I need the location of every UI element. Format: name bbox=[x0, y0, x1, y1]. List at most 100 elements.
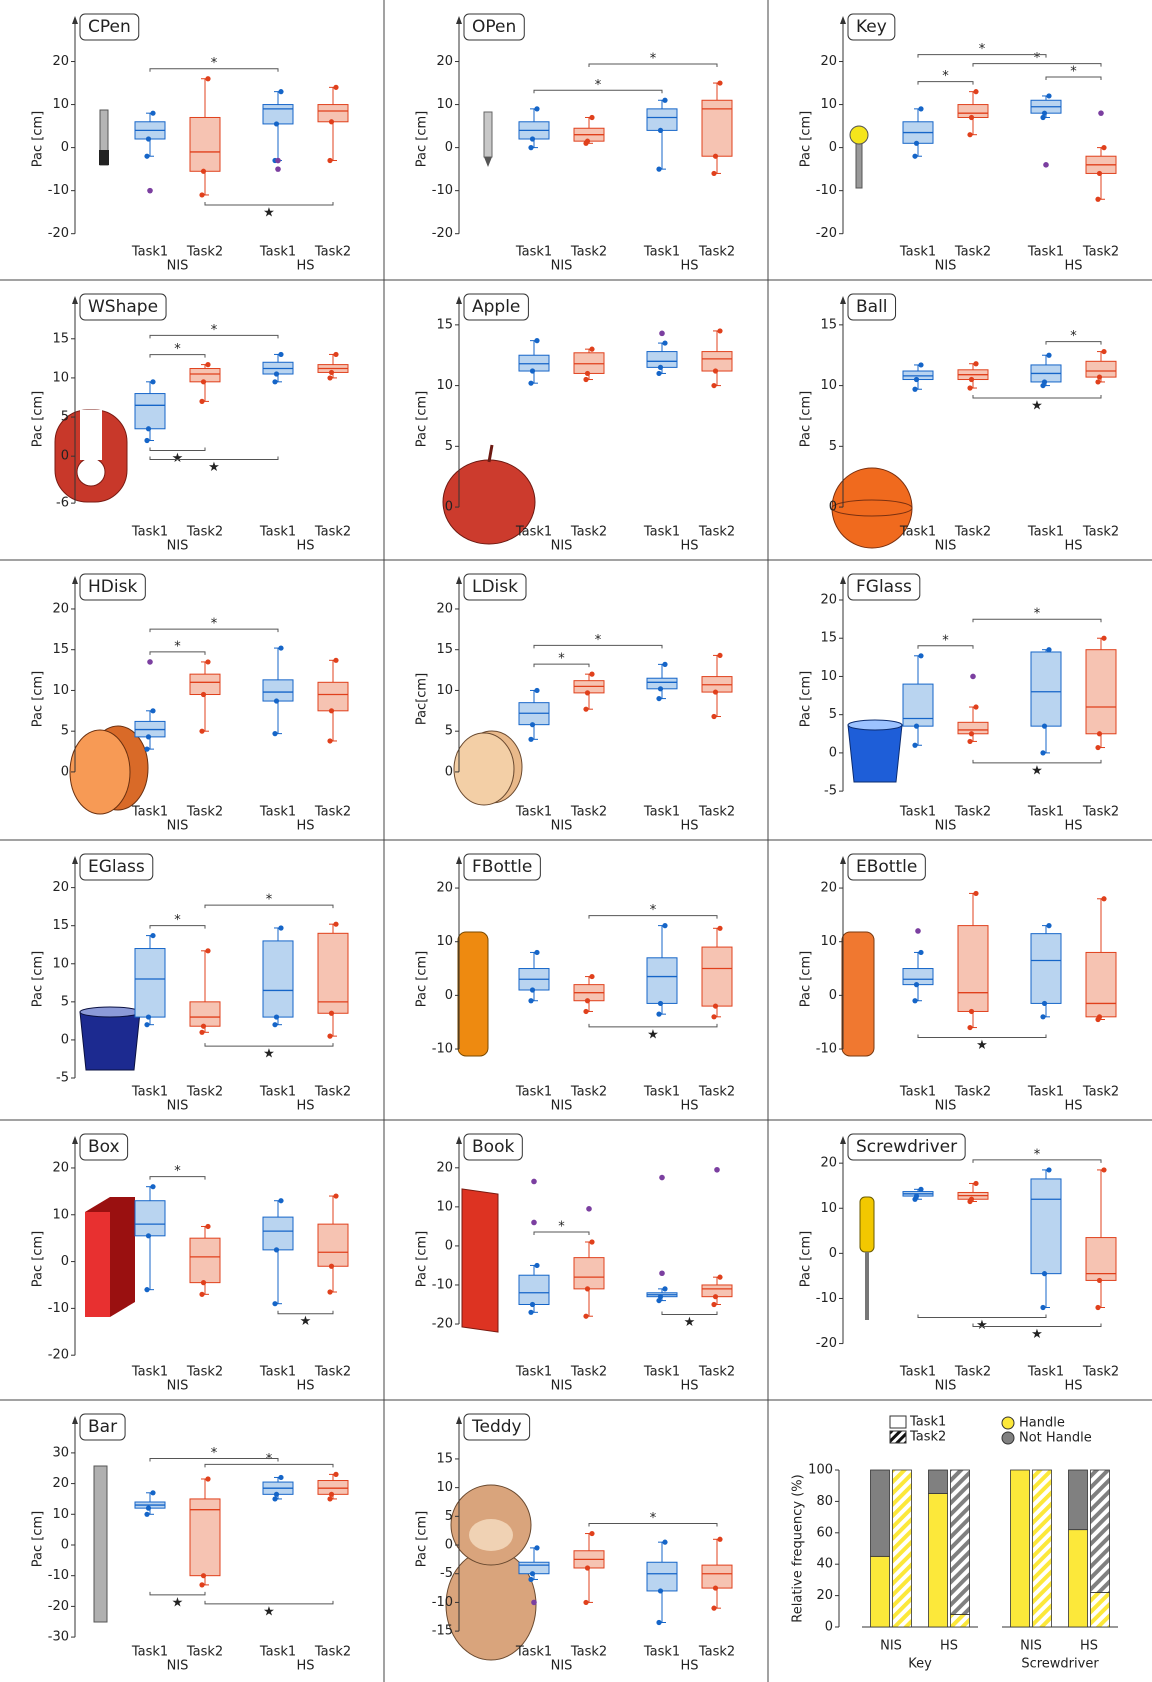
bar-segment bbox=[1091, 1592, 1110, 1627]
axis-arrow bbox=[456, 16, 462, 24]
axis-arrow bbox=[840, 576, 846, 584]
data-point bbox=[969, 115, 974, 120]
data-point bbox=[1101, 349, 1106, 354]
data-point bbox=[967, 739, 972, 744]
icon bbox=[458, 932, 488, 1056]
x-tick-label: Task2 bbox=[954, 525, 991, 540]
y-tick-label: 5 bbox=[445, 724, 453, 739]
group-label: HS bbox=[680, 1099, 698, 1114]
outlier bbox=[1043, 162, 1049, 168]
bar-segment bbox=[871, 1556, 890, 1627]
box bbox=[647, 1562, 677, 1591]
bar-segment bbox=[929, 1494, 948, 1627]
significance: ★ bbox=[1031, 1327, 1043, 1342]
significance: ★ bbox=[300, 1314, 312, 1329]
icon bbox=[454, 733, 514, 805]
data-point bbox=[199, 399, 204, 404]
y-tick-label: 15 bbox=[436, 317, 453, 332]
data-point bbox=[969, 1009, 974, 1014]
box bbox=[519, 1275, 549, 1304]
data-point bbox=[272, 379, 277, 384]
data-point bbox=[717, 328, 722, 333]
x-tick-label: Task2 bbox=[570, 805, 607, 820]
x-tick-label: Task1 bbox=[259, 1645, 296, 1660]
data-point bbox=[534, 950, 539, 955]
axis-arrow bbox=[72, 296, 78, 304]
y-axis-label: Pac [cm] bbox=[415, 951, 430, 1007]
y-tick-label: 10 bbox=[52, 97, 69, 112]
box bbox=[263, 941, 293, 1017]
data-point bbox=[528, 381, 533, 386]
data-point bbox=[278, 645, 283, 650]
panel-title: EBottle bbox=[856, 857, 917, 877]
data-point bbox=[711, 1302, 716, 1307]
y-axis-label: Relative frequency (%) bbox=[791, 1474, 806, 1622]
data-point bbox=[713, 1003, 718, 1008]
y-tick-label: 10 bbox=[52, 1207, 69, 1222]
y-tick-label: 10 bbox=[52, 1507, 69, 1522]
x-tick-label: Task2 bbox=[1082, 805, 1119, 820]
y-tick-label: 0 bbox=[825, 1620, 833, 1635]
panel: Screwdriver-20-1001020Pac [cm]Task1Task2… bbox=[799, 1134, 1120, 1394]
data-point bbox=[585, 1286, 590, 1291]
box bbox=[702, 1565, 732, 1588]
outlier bbox=[147, 659, 153, 665]
data-point bbox=[589, 347, 594, 352]
data-point bbox=[1042, 111, 1047, 116]
data-point bbox=[329, 1264, 334, 1269]
significance: * bbox=[650, 1511, 657, 1526]
data-point bbox=[530, 1302, 535, 1307]
panel-title: Bar bbox=[88, 1417, 117, 1437]
x-tick-label: Task2 bbox=[698, 805, 735, 820]
y-tick-label: 10 bbox=[820, 97, 837, 112]
data-point bbox=[656, 167, 661, 172]
y-tick-label: 15 bbox=[820, 317, 837, 332]
y-tick-label: 10 bbox=[436, 934, 453, 949]
data-point bbox=[1040, 1014, 1045, 1019]
icon bbox=[489, 445, 492, 462]
x-tick-label: Task2 bbox=[186, 805, 223, 820]
significance: * bbox=[942, 69, 949, 84]
y-tick-label: 15 bbox=[436, 642, 453, 657]
significance: * bbox=[650, 52, 657, 67]
icon bbox=[856, 140, 862, 188]
significance: * bbox=[979, 42, 986, 57]
panel: WShape-6051015Pac [cm]Task1Task2Task1Tas… bbox=[31, 294, 352, 554]
panel-title: Book bbox=[472, 1137, 514, 1157]
y-tick-label: -20 bbox=[816, 226, 837, 241]
x-tick-label: Task2 bbox=[698, 1085, 735, 1100]
panel: LDisk05101520Pac[cm]Task1Task2Task1Task2… bbox=[415, 574, 736, 834]
x-tick-label: Task2 bbox=[570, 1085, 607, 1100]
data-point bbox=[201, 1280, 206, 1285]
y-tick-label: -10 bbox=[816, 1042, 837, 1057]
x-tick-label: Task1 bbox=[899, 525, 936, 540]
y-tick-label: 10 bbox=[436, 1199, 453, 1214]
figure: CPen-20-1001020Pac [cm]Task1Task2Task1Ta… bbox=[0, 0, 1152, 1682]
data-point bbox=[329, 1492, 334, 1497]
y-tick-label: -10 bbox=[816, 183, 837, 198]
y-tick-label: 0 bbox=[829, 1246, 837, 1261]
box bbox=[318, 105, 348, 122]
data-point bbox=[528, 737, 533, 742]
data-point bbox=[150, 1184, 155, 1189]
data-point bbox=[1042, 379, 1047, 384]
data-point bbox=[205, 362, 210, 367]
bar-segment bbox=[1069, 1470, 1088, 1530]
data-point bbox=[327, 1289, 332, 1294]
data-point bbox=[713, 1585, 718, 1590]
data-point bbox=[144, 1512, 149, 1517]
significance: * bbox=[174, 342, 181, 357]
x-tick-label: Task2 bbox=[186, 1085, 223, 1100]
outlier bbox=[659, 1175, 665, 1181]
box bbox=[190, 674, 220, 694]
box bbox=[574, 1258, 604, 1289]
axis-arrow bbox=[840, 16, 846, 24]
legend-label: Handle bbox=[1019, 1416, 1065, 1431]
y-tick-label: 0 bbox=[61, 1254, 69, 1269]
panel: Teddy-15-10-5051015Pac [cm]Task1Task2Tas… bbox=[415, 1414, 736, 1674]
box bbox=[190, 1499, 220, 1576]
box bbox=[903, 684, 933, 726]
bar-segment bbox=[1011, 1470, 1030, 1627]
data-point bbox=[329, 1011, 334, 1016]
legend-marker bbox=[1002, 1432, 1014, 1444]
